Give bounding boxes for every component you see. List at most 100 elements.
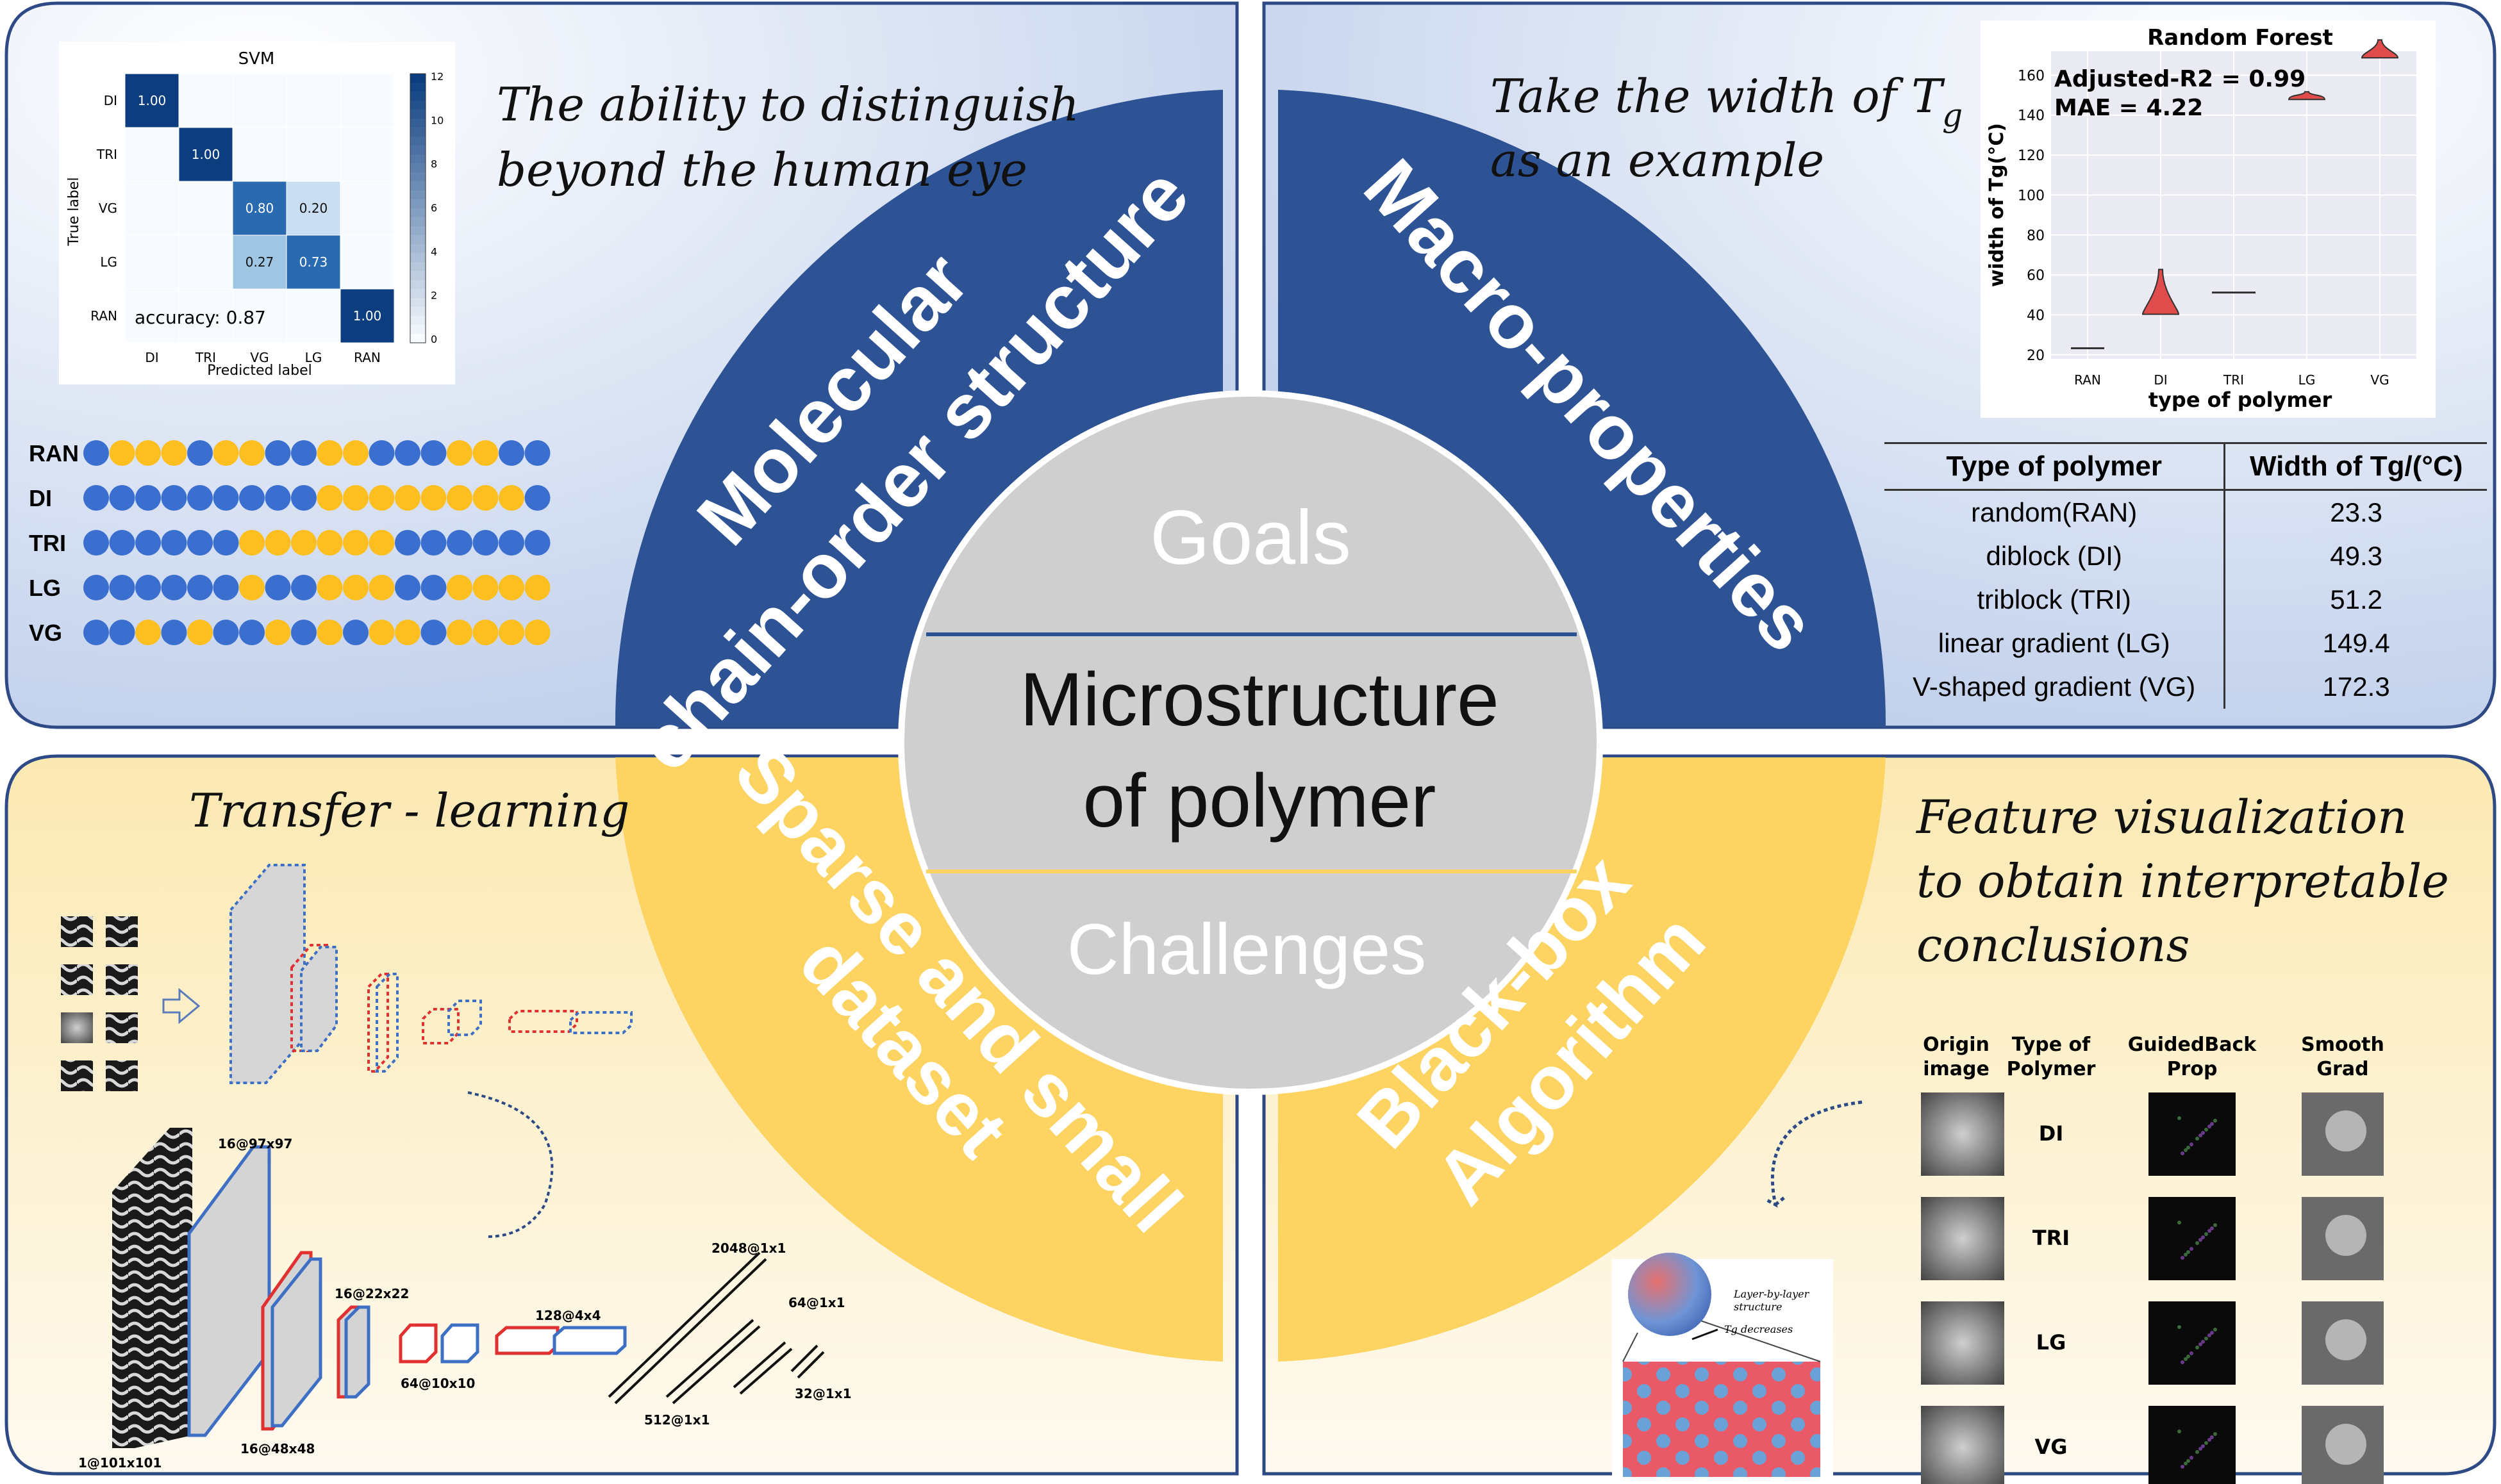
cnn-label-16-97: 16@97x97 [218, 1136, 292, 1151]
sequence-bead [447, 440, 472, 466]
svm-cell [178, 235, 233, 290]
feature-col-header: Type of [2012, 1034, 2091, 1056]
sequence-bead [135, 575, 161, 600]
sequence-bead [447, 485, 472, 511]
sequence-bead [83, 530, 109, 556]
sequence-bead [447, 530, 472, 556]
svm-cell [340, 181, 395, 236]
sequence-bead [83, 485, 109, 511]
svm-cell-value: 0.20 [299, 201, 328, 216]
rf-violin [2141, 268, 2180, 315]
guided-backprop-image [2148, 1406, 2236, 1484]
sequence-bead [472, 530, 499, 556]
arrow-curved-icon [1765, 1100, 1863, 1208]
svm-cell-value: 0.73 [299, 254, 328, 270]
svm-col-label: TRI [195, 350, 216, 365]
table-cell-width: 149.4 [2322, 628, 2390, 658]
rf-xtick: VG [2370, 372, 2389, 388]
feature-col-header: image [1923, 1058, 1990, 1080]
rf-xtick: RAN [2074, 372, 2101, 388]
sequence-bead [291, 575, 317, 600]
rf-ytick: 80 [2027, 228, 2045, 244]
sequence-bead [499, 575, 524, 600]
sequence-bead [369, 620, 395, 645]
rf-ylabel: width of Tg(°C) [1986, 123, 2008, 287]
table-header-width: Width of Tg/(°C) [2224, 442, 2487, 491]
svm-cell [340, 73, 395, 128]
svm-cell [124, 127, 179, 182]
sequence-bead [447, 620, 472, 645]
sequence-bead [343, 575, 369, 600]
table-row: linear gradient (LG) 149.4 [1884, 622, 2487, 665]
feature-col-header: Polymer [2007, 1058, 2096, 1080]
sequence-bead [83, 575, 109, 600]
table-cell-width: 49.3 [2330, 541, 2383, 571]
svm-colorbar-tick: 4 [431, 245, 437, 258]
cnn-label-16-22: 16@22x22 [335, 1286, 409, 1301]
sequence-bead [109, 575, 135, 600]
feature-col-header: GuidedBack [2128, 1034, 2257, 1056]
svm-row-label: DI [104, 93, 117, 108]
caption-tr-line1: Take the width of Tg [1490, 69, 1963, 134]
svm-row-label: LG [100, 254, 117, 270]
sequence-bead [239, 485, 265, 511]
svm-cell-value: 0.27 [245, 254, 274, 270]
sequence-bead [499, 485, 524, 511]
cnn-bottom-diagram [112, 1128, 825, 1448]
svm-cell [286, 181, 341, 236]
sequence-bead [187, 485, 213, 511]
sequence-bead [135, 530, 161, 556]
table-row: triblock (TRI) 51.2 [1884, 578, 2487, 622]
sequence-bead [395, 440, 420, 466]
table-row: random(RAN) 23.3 [1884, 490, 2487, 534]
center-circle [898, 390, 1603, 1095]
table-cell-width: 51.2 [2330, 584, 2383, 614]
svm-cell [178, 288, 233, 343]
svm-ylabel: True label [66, 177, 82, 247]
caption-tr-line2: as an example [1490, 133, 1824, 187]
cnn-label-2048-1: 2048@1x1 [711, 1241, 786, 1256]
feature-col-header: Grad [2316, 1058, 2368, 1080]
svm-cell-value: 0.80 [245, 201, 274, 216]
sequence-bead [239, 620, 265, 645]
table-cell-type: V-shaped gradient (VG) [1884, 665, 2226, 709]
random-forest-chart: Random Forest type of polymer width of T… [1981, 21, 2436, 418]
cnn-label-1-101: 1@101x101 [78, 1455, 162, 1471]
sequence-bead [135, 440, 161, 466]
feature-col-header: Prop [2167, 1058, 2218, 1080]
sequence-bead [343, 530, 369, 556]
svm-colorbar-tick: 6 [431, 202, 437, 214]
svm-colorbar-tick: 10 [431, 114, 444, 126]
svm-cell-value: 1.00 [192, 147, 220, 162]
sequence-label: LG [29, 575, 61, 601]
table-cell-type: triblock (TRI) [1884, 578, 2226, 622]
origin-image [1921, 1406, 2004, 1484]
table-cell-type: diblock (DI) [1884, 534, 2226, 578]
svm-cell [178, 73, 233, 128]
svm-col-label: DI [145, 350, 158, 365]
sequence-bead [369, 440, 395, 466]
caption-br-line3: conclusions [1916, 918, 2189, 972]
tg-width-table: Type of polymer Width of Tg/(°C) random(… [1884, 442, 2487, 709]
sequence-bead [187, 440, 213, 466]
sequence-bead [83, 440, 109, 466]
rf-xtick: DI [2154, 372, 2167, 388]
svm-row-label: VG [99, 201, 117, 216]
caption-bl: Transfer - learning [189, 784, 629, 837]
rf-ytick: 60 [2027, 268, 2045, 284]
svm-cell [232, 288, 287, 343]
sequence-bead [343, 620, 369, 645]
sequence-bead [499, 530, 524, 556]
sequence-bead [291, 620, 317, 645]
rf-ytick: 160 [2018, 68, 2045, 84]
cnn-top-diagram [229, 864, 633, 1238]
sequence-bead [213, 440, 239, 466]
svm-cell [232, 235, 287, 290]
svm-cell [124, 288, 179, 343]
sequence-bead [524, 485, 551, 511]
table-cell-width: 172.3 [2322, 672, 2390, 702]
sequence-bead [420, 530, 447, 556]
sequence-bead [472, 485, 499, 511]
sequence-bead [317, 575, 343, 600]
